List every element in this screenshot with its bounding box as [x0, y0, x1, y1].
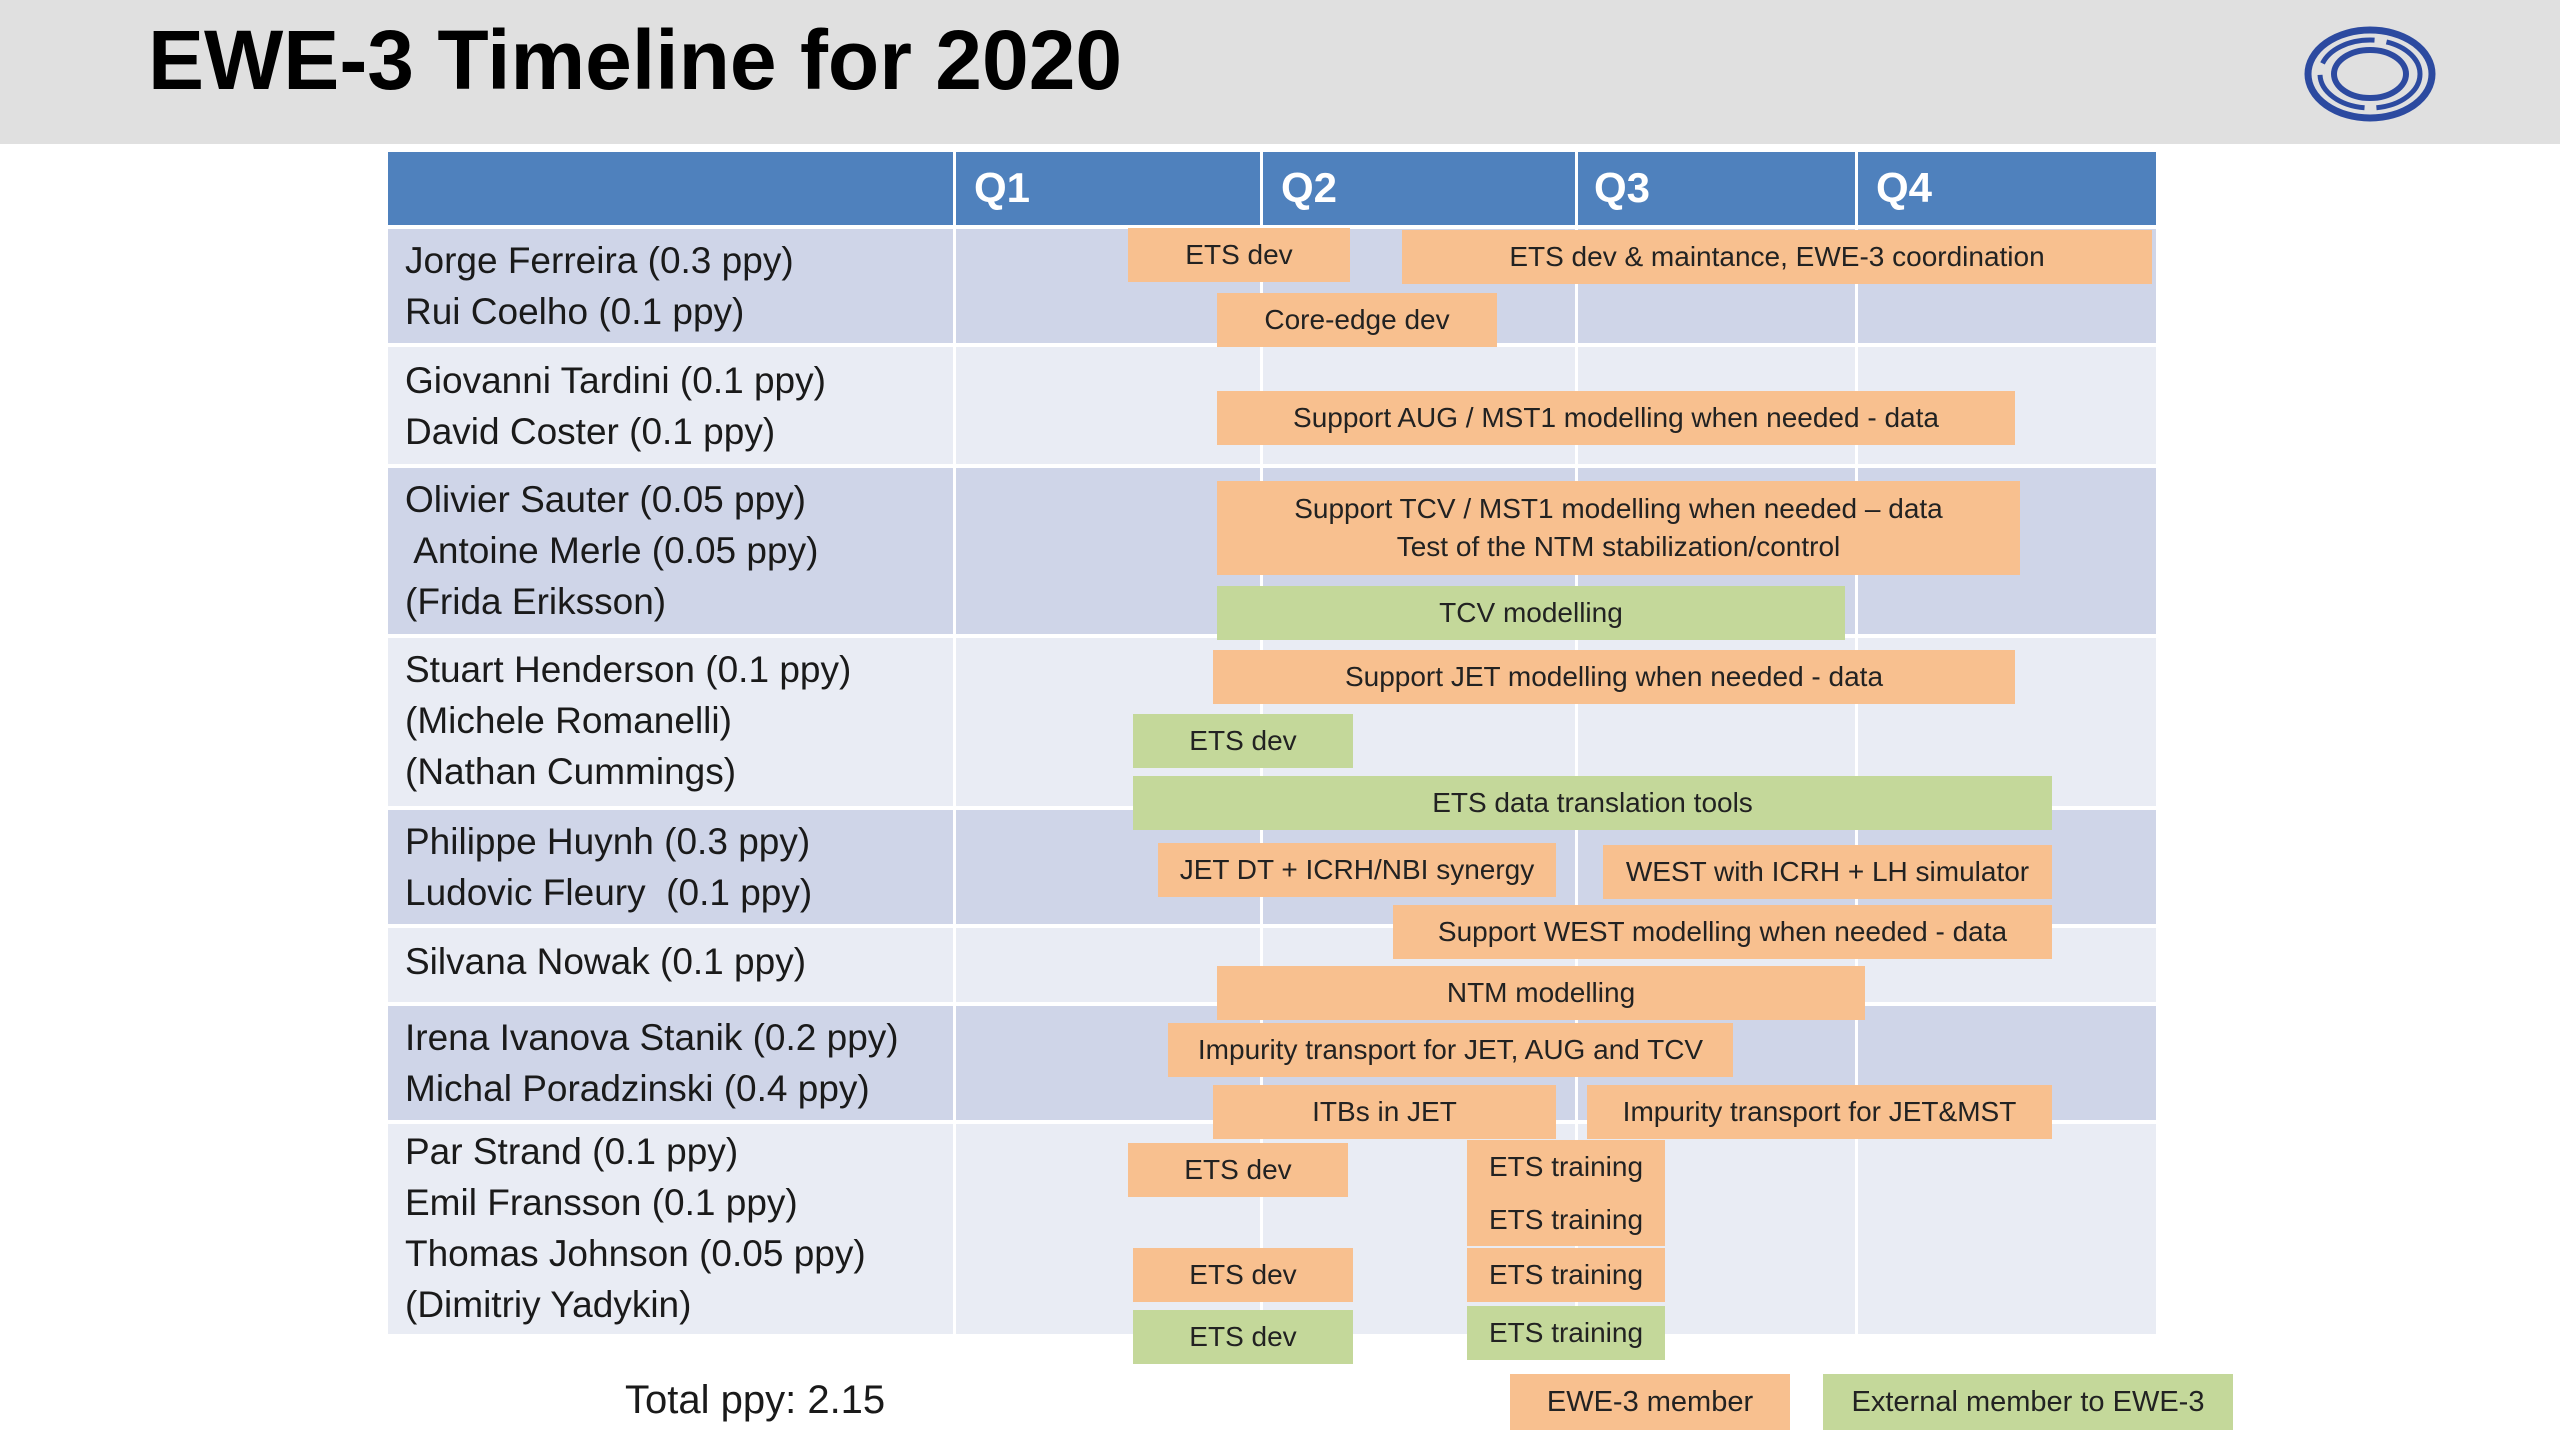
gantt-bar: ETS training	[1467, 1194, 1665, 1246]
column-divider	[953, 229, 956, 1334]
gantt-bar: Impurity transport for JET, AUG and TCV	[1168, 1023, 1733, 1077]
quarter-q4: Q4	[1876, 164, 1933, 211]
slide-header: EWE-3 Timeline for 2020	[0, 0, 2560, 144]
quarter-q1: Q1	[974, 164, 1031, 211]
row-names: Stuart Henderson (0.1 ppy) (Michele Roma…	[405, 649, 852, 792]
gantt-bar: ETS dev	[1128, 228, 1350, 282]
legend-member: EWE-3 member	[1510, 1374, 1790, 1430]
gantt-bar: ETS dev	[1128, 1143, 1348, 1197]
gantt-bar-line: Test of the NTM stabilization/control	[1396, 531, 1841, 562]
gantt-bar: ETS data translation tools	[1133, 776, 2052, 830]
legend-external: External member to EWE-3	[1823, 1374, 2233, 1430]
concentric-rings-logo-icon	[2304, 26, 2436, 122]
column-divider	[1260, 152, 1263, 225]
quarter-q3: Q3	[1594, 164, 1651, 211]
column-divider	[1855, 152, 1858, 225]
total-ppy: Total ppy: 2.15	[625, 1378, 886, 1422]
gantt-bar: Support JET modelling when needed - data	[1213, 650, 2015, 704]
gantt-bar: ETS training	[1467, 1248, 1665, 1302]
gantt-bar: ETS training	[1467, 1140, 1665, 1194]
gantt-bar-line: Support TCV / MST1 modelling when needed…	[1294, 493, 1943, 524]
gantt-bar: Support TCV / MST1 modelling when needed…	[1217, 481, 2020, 575]
row-names: Silvana Nowak (0.1 ppy)	[405, 941, 807, 982]
quarter-q2: Q2	[1281, 164, 1338, 211]
gantt-bar: ETS dev	[1133, 1310, 1353, 1364]
gantt-bar: ITBs in JET	[1213, 1085, 1556, 1139]
row-names: Philippe Huynh (0.3 ppy) Ludovic Fleury …	[405, 821, 813, 913]
column-divider	[1575, 152, 1578, 225]
column-divider	[953, 152, 956, 225]
quarter-header-row: Q1 Q2 Q3 Q4	[388, 152, 2156, 225]
gantt-bar: TCV modelling	[1217, 586, 1845, 640]
gantt-bar: ETS dev & maintance, EWE-3 coordination	[1402, 230, 2152, 284]
gantt-bar: NTM modelling	[1217, 966, 1865, 1020]
row-names: Giovanni Tardini (0.1 ppy) David Coster …	[405, 360, 826, 452]
gantt-bar: JET DT + ICRH/NBI synergy	[1158, 843, 1556, 897]
gantt-bar: Impurity transport for JET&MST	[1587, 1085, 2052, 1139]
gantt-bar: Support AUG / MST1 modelling when needed…	[1217, 391, 2015, 445]
row-names: Irena Ivanova Stanik (0.2 ppy) Michal Po…	[405, 1017, 899, 1109]
row-names: Par Strand (0.1 ppy) Emil Fransson (0.1 …	[405, 1131, 866, 1325]
row-names: Jorge Ferreira (0.3 ppy) Rui Coelho (0.1…	[405, 240, 794, 332]
slide-title: EWE-3 Timeline for 2020	[148, 13, 1123, 107]
gantt-bar: ETS dev	[1133, 1248, 1353, 1302]
gantt-bar: ETS training	[1467, 1306, 1665, 1360]
gantt-bar: Support WEST modelling when needed - dat…	[1393, 905, 2052, 959]
gantt-bar: Core-edge dev	[1217, 293, 1497, 347]
gantt-bar: ETS dev	[1133, 714, 1353, 768]
gantt-bar: WEST with ICRH + LH simulator	[1603, 845, 2052, 899]
row-names: Olivier Sauter (0.05 ppy) Antoine Merle …	[405, 479, 819, 622]
